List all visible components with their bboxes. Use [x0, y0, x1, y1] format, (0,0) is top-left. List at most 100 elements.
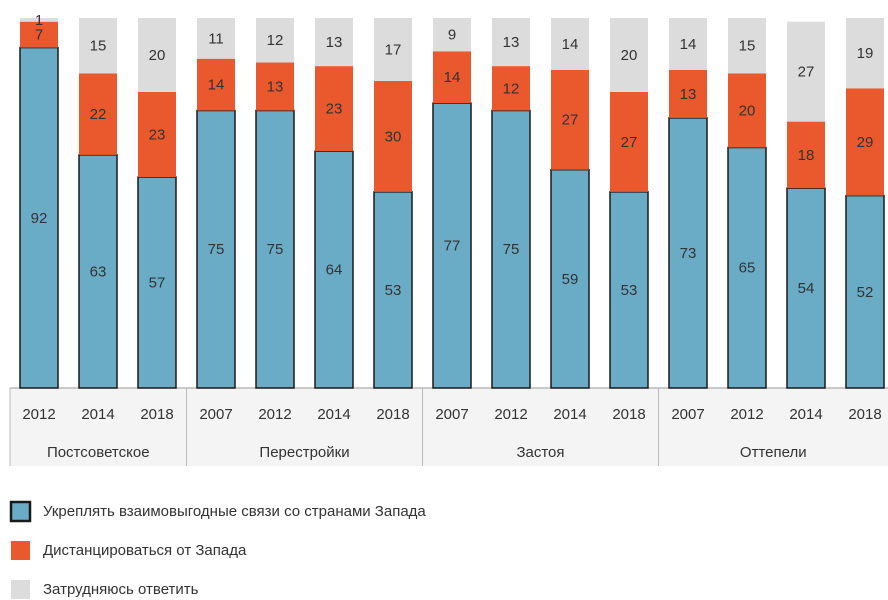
data-label: 27: [562, 112, 579, 129]
bar-segment: [256, 62, 294, 111]
data-label: 20: [149, 47, 166, 64]
data-label: 13: [680, 86, 697, 103]
bar-segment: [669, 69, 707, 118]
bar-segment: [314, 150, 354, 389]
x-tick-label: 2018: [612, 406, 645, 423]
x-tick-label: 2012: [258, 406, 291, 423]
legend-label: Укреплять взаимовыгодные связи со страна…: [43, 503, 426, 520]
data-label: 57: [149, 275, 166, 292]
data-label: 13: [326, 34, 343, 51]
data-label: 75: [267, 241, 284, 258]
data-label: 52: [857, 284, 874, 301]
bar-segment: [79, 73, 117, 155]
x-tick-label: 2007: [199, 406, 232, 423]
bar-segment: [374, 18, 412, 81]
bar-segment: [196, 109, 236, 389]
bar-segment: [137, 176, 177, 389]
data-label: 23: [149, 127, 166, 144]
bar-segment: [256, 18, 294, 63]
data-label: 15: [739, 38, 756, 55]
bar-segment: [19, 46, 59, 389]
data-label: 14: [444, 69, 461, 86]
data-label: 54: [798, 280, 815, 297]
data-label: 13: [503, 34, 520, 51]
bar-segment: [787, 21, 825, 122]
x-tick-label: 2014: [553, 406, 586, 423]
bar-segment: [551, 18, 589, 70]
bar-segment: [432, 102, 472, 389]
bar-segment: [20, 21, 58, 48]
bar-segment: [492, 66, 530, 111]
data-label: 18: [798, 147, 815, 164]
data-label: 53: [621, 282, 638, 299]
x-tick-label: 2012: [22, 406, 55, 423]
data-label: 12: [503, 80, 520, 97]
bar-segment: [668, 117, 708, 389]
legend-swatch: [9, 500, 32, 523]
bar-segment: [197, 18, 235, 59]
legend-label: Затрудняюсь ответить: [43, 581, 199, 598]
group-label: Постсоветское: [47, 444, 150, 461]
data-label: 14: [680, 36, 697, 53]
bar-segment: [79, 18, 117, 74]
data-label: 12: [267, 32, 284, 49]
data-label: 9: [448, 27, 456, 44]
x-tick-label: 2014: [789, 406, 822, 423]
data-label: 19: [857, 45, 874, 62]
bar-segment: [845, 194, 885, 389]
bar-segment: [433, 18, 471, 52]
x-tick-label: 2007: [671, 406, 704, 423]
data-label: 14: [562, 36, 579, 53]
data-label: 22: [90, 106, 107, 123]
x-tick-label: 2018: [848, 406, 881, 423]
data-label: 77: [444, 238, 461, 255]
bar-segment: [551, 69, 589, 170]
data-label: 59: [562, 271, 579, 288]
bar-segment: [610, 92, 648, 192]
data-label: 75: [503, 241, 520, 258]
data-label: 20: [739, 102, 756, 119]
axis-band: [10, 388, 888, 466]
bar-segment: [846, 88, 884, 196]
x-tick-label: 2007: [435, 406, 468, 423]
bar-segment: [846, 18, 884, 89]
data-label: 30: [385, 128, 402, 145]
data-label: 53: [385, 282, 402, 299]
bar-segment: [315, 18, 353, 67]
data-label: 27: [798, 64, 815, 81]
legend-swatch: [11, 541, 30, 560]
x-tick-label: 2014: [81, 406, 114, 423]
data-label: 7: [35, 27, 43, 44]
x-tick-label: 2018: [140, 406, 173, 423]
legend-swatch: [11, 580, 30, 599]
data-label: 65: [739, 260, 756, 277]
data-label: 75: [208, 241, 225, 258]
data-label: 27: [621, 134, 638, 151]
x-tick-label: 2014: [317, 406, 350, 423]
bar-segment: [78, 154, 118, 389]
bar-segment: [669, 18, 707, 70]
x-tick-label: 2012: [730, 406, 763, 423]
bar-segment: [20, 18, 58, 22]
bar-segment: [433, 51, 471, 104]
bar-segment: [609, 191, 649, 389]
bar-segment: [728, 18, 766, 74]
bar-segment: [727, 146, 767, 389]
bar-segment: [138, 18, 176, 92]
data-label: 13: [267, 78, 284, 95]
data-label: 20: [621, 47, 638, 64]
bar-segment: [787, 121, 825, 189]
data-label: 11: [208, 30, 224, 47]
data-label: 23: [326, 101, 343, 118]
group-label: Застоя: [516, 444, 564, 461]
group-label: Оттепели: [740, 444, 807, 461]
data-label: 73: [680, 245, 697, 262]
data-label: 64: [326, 262, 343, 279]
data-label: 17: [385, 41, 402, 58]
data-label: 1: [35, 12, 43, 29]
bar-segment: [728, 73, 766, 148]
group-label: Перестройки: [259, 444, 349, 461]
data-label: 15: [90, 38, 107, 55]
legend-label: Дистанцироваться от Запада: [43, 542, 247, 559]
